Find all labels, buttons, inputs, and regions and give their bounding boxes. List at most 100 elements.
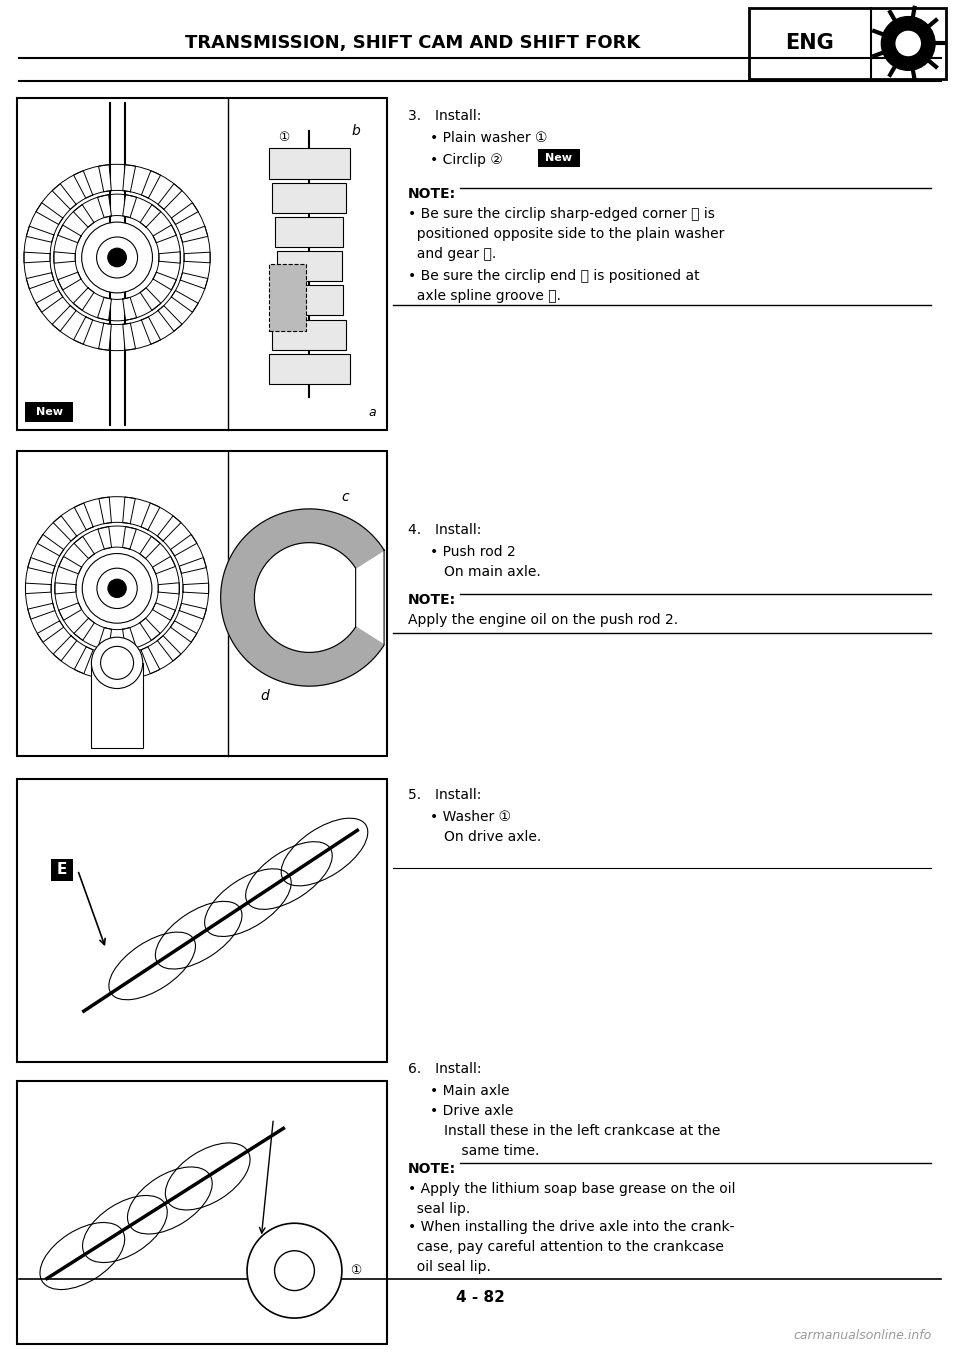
Polygon shape <box>158 251 180 263</box>
Polygon shape <box>58 225 81 243</box>
Polygon shape <box>171 535 197 555</box>
Polygon shape <box>28 603 55 619</box>
Circle shape <box>97 238 137 278</box>
Circle shape <box>82 223 153 293</box>
Bar <box>269 263 305 330</box>
Text: d: d <box>260 689 270 703</box>
Bar <box>17 98 387 430</box>
Polygon shape <box>140 618 160 641</box>
Polygon shape <box>26 273 54 289</box>
Polygon shape <box>141 171 160 198</box>
Polygon shape <box>141 646 160 674</box>
Bar <box>51 858 73 881</box>
Circle shape <box>108 249 127 266</box>
Polygon shape <box>99 323 111 350</box>
Text: E: E <box>57 862 67 877</box>
Circle shape <box>247 1224 342 1319</box>
Polygon shape <box>153 272 177 291</box>
Polygon shape <box>54 251 75 263</box>
Circle shape <box>101 646 133 679</box>
Polygon shape <box>141 316 160 345</box>
Bar <box>538 148 580 167</box>
Bar <box>276 251 342 281</box>
Polygon shape <box>153 557 176 574</box>
Bar <box>91 663 143 748</box>
Polygon shape <box>157 636 180 661</box>
Polygon shape <box>74 171 93 198</box>
Polygon shape <box>171 621 197 642</box>
Polygon shape <box>55 583 76 593</box>
Text: • Be sure the circlip sharp-edged corner ⓐ is
  positioned opposite side to the : • Be sure the circlip sharp-edged corner… <box>408 206 725 261</box>
Text: • Main axle: • Main axle <box>430 1084 510 1099</box>
Polygon shape <box>52 306 76 331</box>
Bar <box>269 148 349 179</box>
Text: NOTE:: NOTE: <box>408 1162 456 1176</box>
Bar <box>25 402 73 422</box>
Polygon shape <box>26 227 54 242</box>
Polygon shape <box>99 653 111 680</box>
Bar <box>273 183 347 213</box>
Polygon shape <box>180 603 206 619</box>
Polygon shape <box>180 273 207 289</box>
Polygon shape <box>141 502 160 530</box>
Polygon shape <box>123 627 136 650</box>
Text: • Plain washer ①: • Plain washer ① <box>430 130 547 145</box>
Text: NOTE:: NOTE: <box>408 186 456 201</box>
Text: a: a <box>368 406 375 420</box>
Circle shape <box>108 579 126 598</box>
Text: ②: ② <box>32 406 43 420</box>
Bar <box>17 451 387 756</box>
Polygon shape <box>158 306 182 331</box>
Polygon shape <box>99 164 111 191</box>
Text: 4 - 82: 4 - 82 <box>456 1290 504 1305</box>
Polygon shape <box>123 164 135 191</box>
Polygon shape <box>140 536 160 558</box>
Text: • Washer ①: • Washer ① <box>430 809 511 824</box>
Polygon shape <box>74 618 94 641</box>
Polygon shape <box>123 653 135 680</box>
Text: TRANSMISSION, SHIFT CAM AND SHIFT FORK: TRANSMISSION, SHIFT CAM AND SHIFT FORK <box>185 34 640 53</box>
Bar <box>17 779 387 1062</box>
Circle shape <box>881 16 935 71</box>
Polygon shape <box>153 225 177 243</box>
Polygon shape <box>98 297 111 320</box>
Polygon shape <box>36 202 62 224</box>
Polygon shape <box>123 297 136 320</box>
Polygon shape <box>74 502 93 530</box>
Polygon shape <box>37 621 63 642</box>
Polygon shape <box>37 535 63 555</box>
Text: On main axle.: On main axle. <box>444 565 540 579</box>
Polygon shape <box>98 527 111 549</box>
Text: • Push rod 2: • Push rod 2 <box>430 545 516 559</box>
Text: ①: ① <box>277 132 289 144</box>
Text: • Be sure the circlip end ⓒ is positioned at
  axle spline groove ⓓ.: • Be sure the circlip end ⓒ is positione… <box>408 269 700 303</box>
Text: • Apply the lithium soap base grease on the oil
  seal lip.: • Apply the lithium soap base grease on … <box>408 1181 735 1215</box>
Polygon shape <box>52 183 76 209</box>
Polygon shape <box>74 536 94 558</box>
Polygon shape <box>123 527 136 549</box>
Text: • Circlip ②: • Circlip ② <box>430 152 507 167</box>
Polygon shape <box>171 291 198 312</box>
Text: ①: ① <box>349 1264 361 1277</box>
Polygon shape <box>26 583 51 593</box>
Text: Install these in the left crankcase at the
    same time.: Install these in the left crankcase at t… <box>444 1124 720 1158</box>
Text: c: c <box>341 490 348 504</box>
Bar <box>276 217 344 247</box>
Polygon shape <box>59 603 82 621</box>
Text: carmanualsonline.info: carmanualsonline.info <box>793 1328 931 1342</box>
Polygon shape <box>98 194 111 217</box>
Polygon shape <box>98 627 111 650</box>
Text: 5. Install:: 5. Install: <box>408 788 481 801</box>
Circle shape <box>83 554 152 623</box>
Text: 3. Install:: 3. Install: <box>408 109 481 122</box>
Circle shape <box>97 568 137 608</box>
Text: NOTE:: NOTE: <box>408 593 456 607</box>
Text: ENG: ENG <box>785 34 834 53</box>
Polygon shape <box>36 291 62 312</box>
Polygon shape <box>221 509 384 686</box>
Polygon shape <box>28 558 55 573</box>
Text: 4. Install:: 4. Install: <box>408 523 481 536</box>
Text: 6. Install:: 6. Install: <box>408 1062 482 1076</box>
Bar <box>749 8 946 79</box>
Bar <box>276 285 344 315</box>
